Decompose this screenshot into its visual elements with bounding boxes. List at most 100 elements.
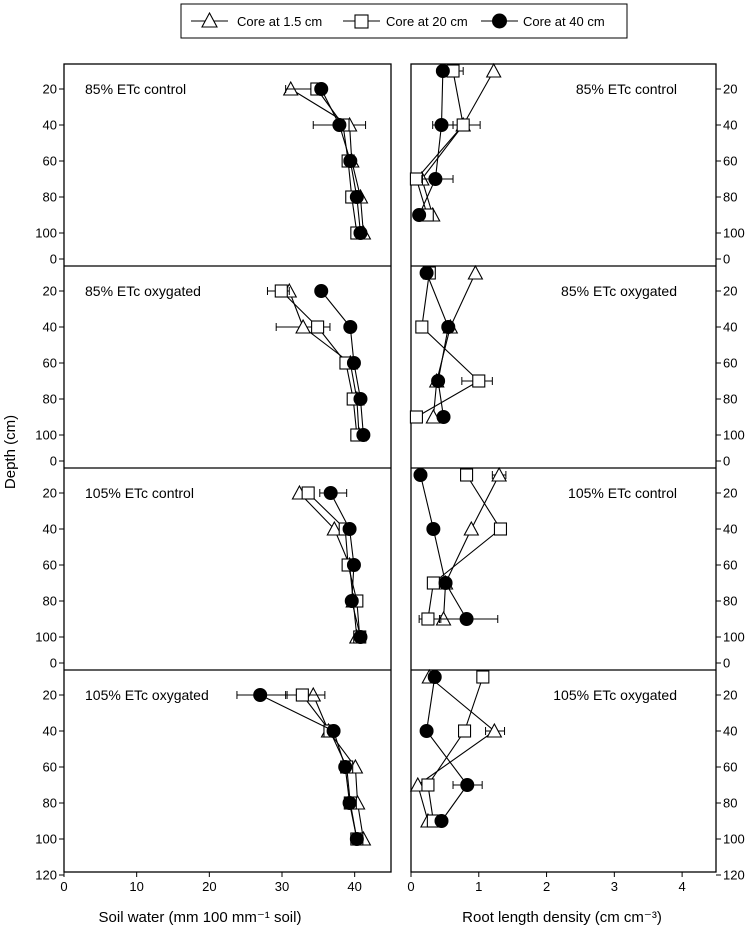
x-tick-label: 1 [475,879,482,894]
x-axis-label-right: Root length density (cm cm⁻³) [462,909,662,926]
y-tick-label: 20 [723,284,737,299]
y-tick-label: 40 [43,724,57,739]
y-tick-label: 100 [723,226,745,241]
y-tick-label: 80 [723,392,737,407]
legend-label: Core at 20 cm [386,14,468,29]
circle-point [349,190,364,204]
y-tick-label: 80 [43,392,57,407]
circle-point [342,522,357,536]
y-tick-label: 100 [35,226,57,241]
circle-point [428,172,443,186]
y-tick-label: 20 [43,82,57,97]
square-point [409,410,423,424]
legend-item-triangle: Core at 1.5 cm [191,11,322,29]
legend-box [180,3,628,39]
circle-point [346,356,361,370]
circle-point [419,266,434,280]
y-tick-label: 60 [43,356,57,371]
circle-point [438,576,453,590]
x-tick-label: 10 [129,879,143,894]
panel-title: 105% ETc oxygated [553,687,677,703]
panel-right-2: 105% ETc control 20 40 60 80 100 0 [413,466,745,671]
y-tick-label: 100 [35,630,57,645]
panel-title: 85% ETc oxygated [85,283,201,299]
y-tick-label: 120 [723,868,745,883]
y-tick-label: 20 [723,688,737,703]
y-tick-label: 40 [43,320,57,335]
legend-item-square: Core at 20 cm [343,14,468,29]
panel-right-3: 105% ETc oxygated 20 40 60 80 100 120 0 1 2 3 4 [407,668,745,894]
series-line-triangle [442,474,500,620]
circle-point [349,832,364,846]
y-tick-label: 20 [43,284,57,299]
circle-point [343,154,358,168]
y-tick-label: 0 [50,252,57,267]
y-tick-label: 80 [43,796,57,811]
circle-point [353,226,368,240]
y-tick-label: 40 [723,724,737,739]
circle-point [338,760,353,774]
legend-item-circle: Core at 40 cm [481,13,605,29]
panel-title: 85% ETc control [85,81,186,97]
circle-point [343,320,358,334]
y-tick-label: 100 [35,832,57,847]
triangle-point [485,62,502,78]
x-axis-label-left: Soil water (mm 100 mm⁻¹ soil) [99,909,302,926]
y-tick-label: 100 [35,428,57,443]
y-tick-label: 20 [723,82,737,97]
x-tick-label: 4 [678,879,685,894]
square-point [409,172,423,186]
legend: Core at 1.5 cm Core at 20 cm Core at 40 … [180,3,628,39]
circle-point [314,284,329,298]
series-line-circle [419,474,468,620]
triangle-marker-icon [201,11,218,28]
x-tick-label: 0 [60,879,67,894]
panel-title: 105% ETc control [85,485,194,501]
square-point [311,320,325,334]
y-tick-label: 40 [723,320,737,335]
square-point [421,778,435,792]
y-tick-label: 0 [723,656,730,671]
x-tick-label: 30 [275,879,289,894]
circle-point [323,486,338,500]
triangle-point [326,520,343,536]
y-tick-label: 60 [43,558,57,573]
square-point [456,118,470,132]
circle-point [435,64,450,78]
circle-point [434,118,449,132]
square-point [472,374,486,388]
circle-point [459,612,474,626]
y-tick-label: 0 [50,656,57,671]
square-point [426,576,440,590]
panel-right-0: 85% ETc control 20 40 60 80 100 0 [409,62,745,267]
circle-point [353,630,368,644]
circle-point [346,558,361,572]
y-tick-label: 60 [723,760,737,775]
x-tick-label: 0 [407,879,414,894]
y-tick-label: 40 [43,118,57,133]
square-point [301,486,315,500]
square-point [295,688,309,702]
y-tick-label: 0 [723,252,730,267]
circle-point [413,468,428,482]
y-tick-label: 40 [723,522,737,537]
circle-point [332,118,347,132]
y-tick-label: 80 [723,796,737,811]
circle-point [342,796,357,810]
series-line-circle [426,272,449,418]
circle-point [434,814,449,828]
y-tick-label: 60 [723,356,737,371]
circle-point [314,82,329,96]
circle-point [431,374,446,388]
series-line-circle [418,70,444,216]
square-point [460,468,474,482]
y-axis-label: Depth (cm) [2,415,19,489]
circle-point [356,428,371,442]
circle-point [460,778,475,792]
triangle-point [467,264,484,280]
circle-point [441,320,456,334]
square-marker-icon [354,14,369,29]
